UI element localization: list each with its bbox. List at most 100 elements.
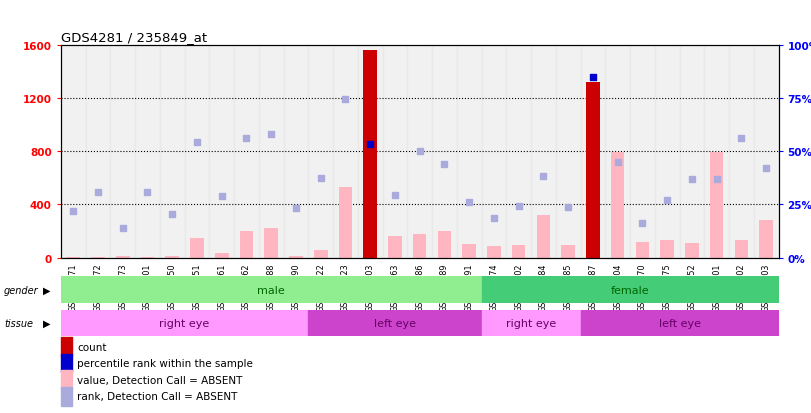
Text: rank, Detection Call = ABSENT: rank, Detection Call = ABSENT <box>77 392 238 401</box>
Bar <box>165 256 179 258</box>
Bar <box>462 245 476 258</box>
Text: right eye: right eye <box>506 318 556 328</box>
Text: female: female <box>611 285 650 295</box>
Point <box>264 131 277 138</box>
Point <box>636 220 649 227</box>
Text: ▶: ▶ <box>43 318 51 328</box>
Bar <box>531 45 556 258</box>
Text: right eye: right eye <box>160 318 210 328</box>
Point <box>463 199 476 206</box>
Bar <box>110 45 135 258</box>
Bar <box>561 245 575 258</box>
Bar <box>438 232 451 258</box>
Bar <box>61 45 86 258</box>
Bar <box>581 310 779 337</box>
Bar <box>61 337 71 356</box>
Bar <box>685 244 699 258</box>
Bar <box>512 245 526 258</box>
Bar <box>482 45 506 258</box>
Bar <box>407 45 432 258</box>
Bar <box>753 45 779 258</box>
Bar <box>215 254 229 258</box>
Bar <box>86 45 110 258</box>
Bar <box>61 370 71 389</box>
Point <box>240 135 253 142</box>
Point <box>586 74 599 81</box>
Text: male: male <box>257 285 285 295</box>
Bar <box>586 83 600 258</box>
Bar <box>61 277 482 304</box>
Bar <box>482 277 779 304</box>
Bar <box>581 45 605 258</box>
Bar <box>185 45 209 258</box>
Bar <box>735 241 749 258</box>
Bar <box>314 251 328 258</box>
Text: GDS4281 / 235849_at: GDS4281 / 235849_at <box>61 31 207 44</box>
Point <box>339 97 352 103</box>
Text: tissue: tissue <box>4 318 33 328</box>
Bar <box>358 45 383 258</box>
Point <box>314 175 327 182</box>
Point <box>562 204 575 211</box>
Bar <box>160 45 185 258</box>
Point <box>611 159 624 166</box>
Point <box>92 190 105 196</box>
Point <box>685 176 698 183</box>
Bar <box>630 45 654 258</box>
Bar <box>234 45 259 258</box>
Bar <box>636 242 650 258</box>
Bar <box>660 241 674 258</box>
Bar <box>482 310 581 337</box>
Point <box>487 215 500 221</box>
Bar <box>605 45 630 258</box>
Bar <box>91 257 105 258</box>
Point <box>165 211 178 218</box>
Point <box>537 174 550 180</box>
Bar <box>209 45 234 258</box>
Bar <box>383 45 407 258</box>
Bar <box>654 45 680 258</box>
Bar <box>537 216 550 258</box>
Bar <box>680 45 704 258</box>
Bar <box>704 45 729 258</box>
Bar <box>290 256 303 258</box>
Bar <box>61 387 71 406</box>
Bar <box>759 221 773 258</box>
Point <box>413 148 427 155</box>
Point <box>438 162 451 169</box>
Bar <box>506 45 531 258</box>
Bar <box>190 238 204 258</box>
Bar <box>61 354 71 373</box>
Bar <box>264 229 278 258</box>
Bar <box>363 51 377 258</box>
Bar <box>457 45 482 258</box>
Bar <box>61 310 308 337</box>
Point <box>513 203 526 209</box>
Point <box>735 135 748 142</box>
Point <box>760 166 773 172</box>
Bar <box>556 45 581 258</box>
Text: value, Detection Call = ABSENT: value, Detection Call = ABSENT <box>77 375 242 385</box>
Bar <box>284 45 308 258</box>
Bar <box>239 232 253 258</box>
Bar <box>729 45 753 258</box>
Point <box>290 206 303 212</box>
Bar <box>388 237 401 258</box>
Text: left eye: left eye <box>659 318 701 328</box>
Bar <box>611 153 624 258</box>
Bar <box>432 45 457 258</box>
Point <box>661 198 674 204</box>
Bar <box>259 45 284 258</box>
Text: percentile rank within the sample: percentile rank within the sample <box>77 358 253 368</box>
Point <box>363 142 376 148</box>
Point <box>116 225 129 232</box>
Bar <box>487 246 500 258</box>
Point <box>215 194 228 200</box>
Text: ▶: ▶ <box>43 285 51 295</box>
Text: gender: gender <box>4 285 39 295</box>
Bar <box>135 45 160 258</box>
Bar <box>67 257 80 258</box>
Point <box>710 176 723 183</box>
Text: left eye: left eye <box>374 318 416 328</box>
Text: count: count <box>77 342 107 352</box>
